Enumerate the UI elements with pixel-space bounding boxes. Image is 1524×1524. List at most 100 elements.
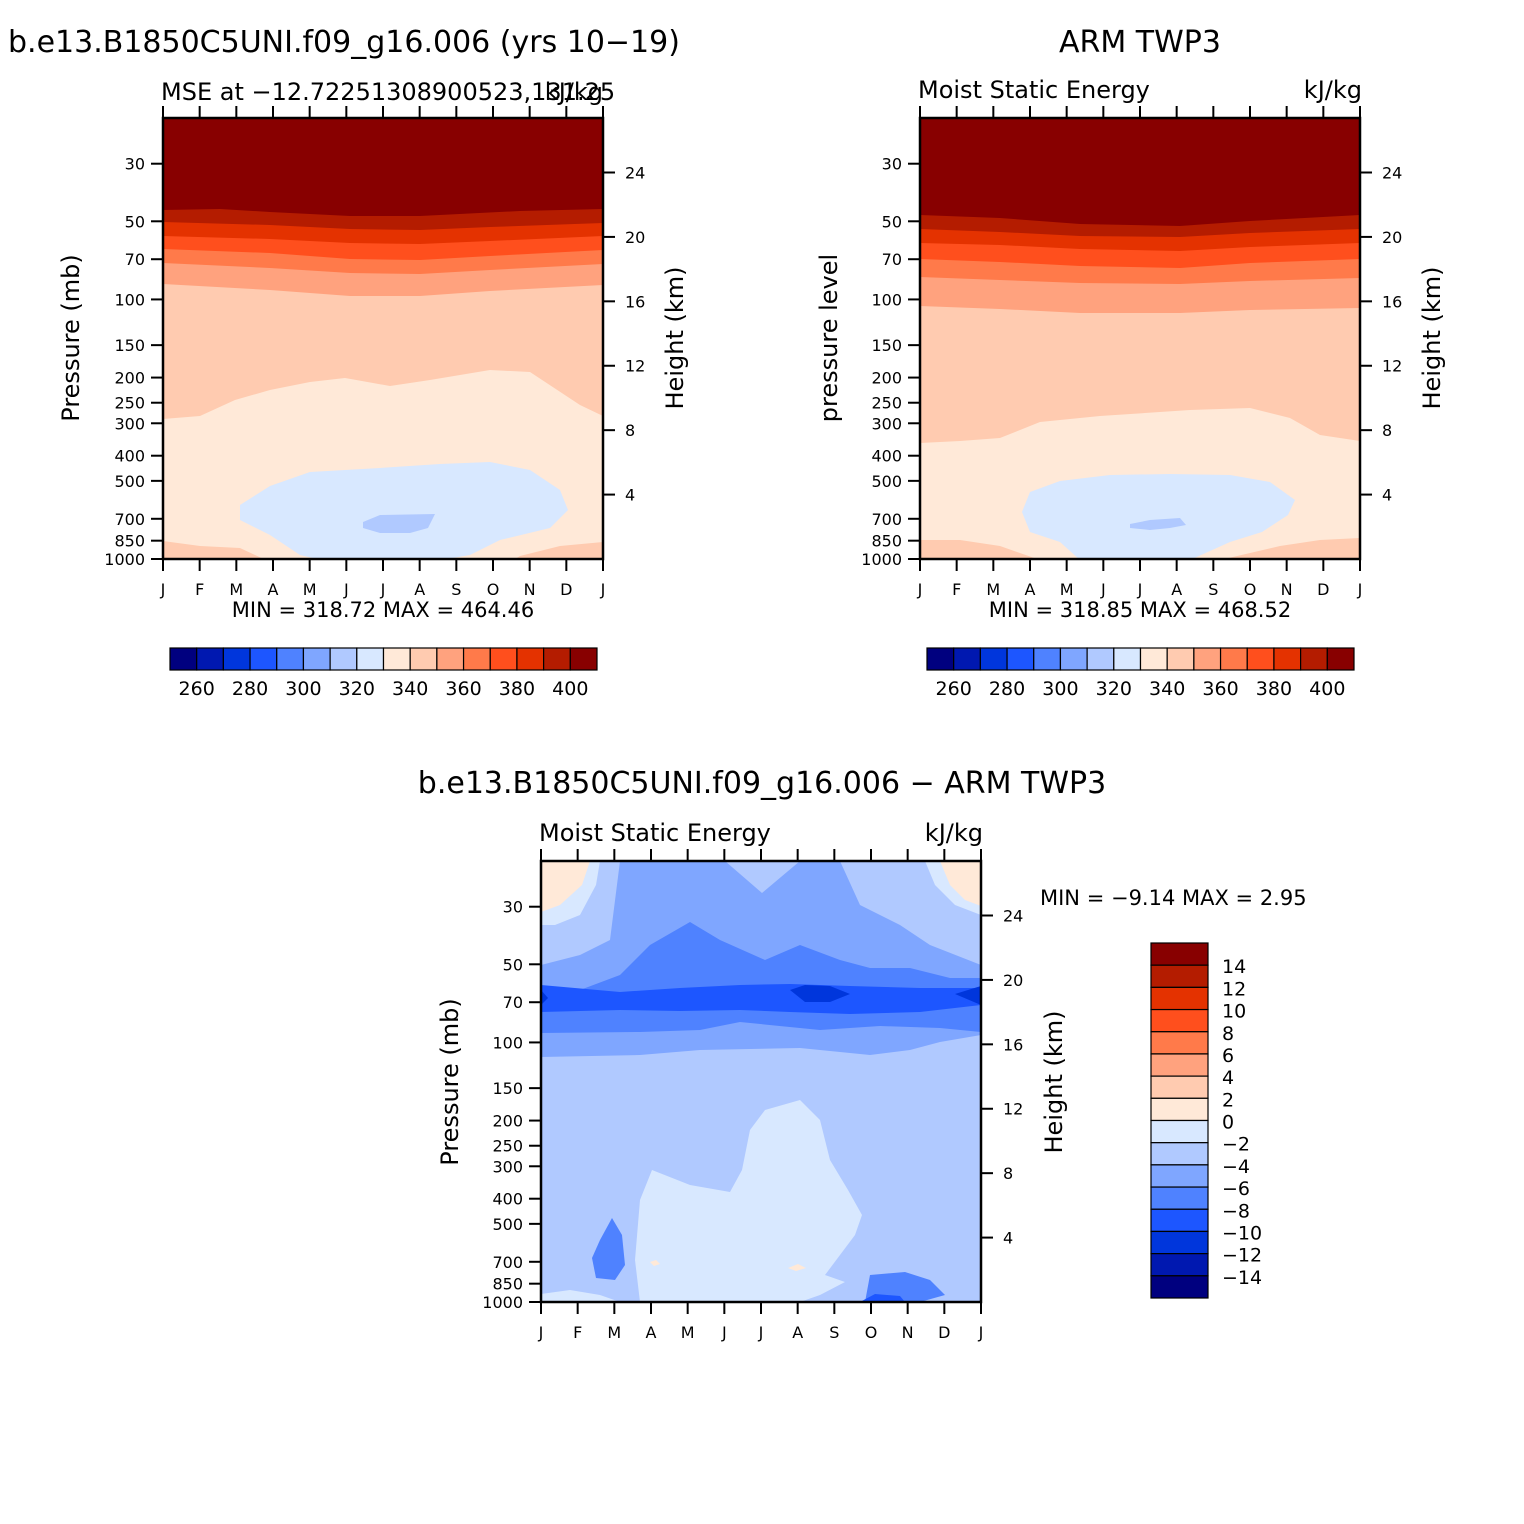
colorbar-swatch: [1150, 1075, 1209, 1099]
height-tick-label: 4: [625, 486, 635, 505]
month-tick-label: J: [1100, 580, 1106, 599]
colorbar-label: 260: [936, 678, 972, 700]
month-tick-label: D: [1317, 580, 1329, 599]
month-tick-label: D: [938, 1323, 950, 1342]
month-tick-label: M: [1060, 580, 1074, 599]
height-tick-label: 20: [1003, 971, 1023, 990]
colorbar-label: 12: [1222, 978, 1246, 1000]
month-tick-label: M: [607, 1323, 621, 1342]
colorbar-label: 340: [392, 678, 428, 700]
panel-c-fill-m8-m6-low: [592, 1218, 625, 1280]
month-tick-label: S: [451, 580, 461, 599]
panel-c-title: b.e13.B1850C5UNI.f09_g16.006 − ARM TWP3: [418, 766, 1106, 801]
colorbar-swatch: [1150, 986, 1209, 1011]
panel-a-ylabel-right: Height (km): [661, 267, 689, 410]
colorbar-swatch: [276, 647, 305, 671]
month-tick-label: A: [414, 580, 425, 599]
month-tick-label: J: [160, 580, 166, 599]
panel-b-colorbar: 260 280 300 320 340 360 380 400: [926, 647, 1355, 700]
month-tick-label: O: [1244, 580, 1257, 599]
colorbar-label: 320: [1096, 678, 1132, 700]
panel-b-fill-above-400: [920, 118, 1360, 226]
colorbar-swatch: [926, 647, 955, 671]
pressure-tick-label: 250: [114, 394, 145, 413]
panel-a-minmax: MIN = 318.72 MAX = 464.46: [232, 598, 534, 622]
panel-a-fill-320-330: [240, 462, 568, 559]
colorbar-swatch: [1150, 1186, 1209, 1210]
panel-a-colorbar: 260 280 300 320 340 360 380 400: [169, 647, 598, 700]
colorbar-swatch: [1059, 647, 1088, 671]
panel-c-fill-m2-0-mid: [635, 1100, 862, 1302]
panel-c-left-string: Moist Static Energy: [539, 819, 771, 847]
colorbar-swatch: [462, 647, 491, 671]
month-tick-label: O: [865, 1323, 878, 1342]
panel-a-ylabel: Pressure (mb): [57, 254, 85, 421]
colorbar-label: 360: [1202, 678, 1238, 700]
colorbar-label: 400: [552, 678, 588, 700]
panel-c-fill-m12-m10-c: [541, 990, 548, 1005]
panel-b-fill-310-320: [1130, 518, 1186, 530]
month-tick-label: J: [917, 580, 923, 599]
panel-c-fill-0-2-top-left: [541, 861, 590, 912]
colorbar-swatch: [1150, 1142, 1209, 1166]
height-tick-label: 24: [625, 163, 645, 182]
panel-c-fill-0-2-spot-a: [650, 1260, 660, 1266]
colorbar-label: 380: [1256, 678, 1292, 700]
height-tick-label: 8: [625, 421, 635, 440]
panel-b-fill-320-330: [1022, 474, 1295, 559]
panel-b-minmax: MIN = 318.85 MAX = 468.52: [989, 598, 1291, 622]
colorbar-swatch: [1273, 647, 1302, 671]
height-tick-label: 20: [1382, 228, 1402, 247]
colorbar-label: −14: [1222, 1267, 1262, 1289]
colorbar-swatch: [1219, 647, 1248, 671]
colorbar-swatch: [169, 647, 198, 671]
height-tick-label: 8: [1003, 1164, 1013, 1183]
month-tick-label: J: [1357, 580, 1363, 599]
colorbar-swatch: [1150, 1275, 1209, 1299]
colorbar-label: 0: [1222, 1112, 1234, 1134]
panel-a-fill-bl-340-350-b: [515, 542, 603, 559]
height-tick-label: 16: [625, 292, 645, 311]
colorbar-swatch: [1139, 647, 1168, 671]
panel-b-right-string: kJ/kg: [1304, 76, 1362, 104]
colorbar-swatch: [1150, 1230, 1209, 1255]
pressure-tick-label: 150: [114, 336, 145, 355]
height-tick-label: 12: [625, 357, 645, 376]
colorbar-label: −12: [1222, 1245, 1262, 1267]
colorbar-label: 4: [1222, 1067, 1234, 1089]
pressure-tick-label: 500: [492, 1215, 523, 1234]
pressure-tick-label: 1000: [861, 550, 902, 569]
colorbar-swatch: [1300, 647, 1328, 671]
colorbar-label: 300: [285, 678, 321, 700]
colorbar-swatch: [489, 647, 518, 671]
height-tick-label: 4: [1382, 486, 1392, 505]
month-tick-label: J: [1137, 580, 1143, 599]
colorbar-swatch: [1150, 1031, 1209, 1055]
panel-c-fill-m8-m6-bl: [865, 1272, 945, 1302]
month-tick-label: S: [829, 1323, 839, 1342]
colorbar-swatch: [1193, 647, 1222, 671]
colorbar-swatch: [1150, 1164, 1209, 1188]
pressure-tick-label: 250: [871, 394, 902, 413]
colorbar-swatch: [516, 647, 545, 671]
month-tick-label: A: [1025, 580, 1036, 599]
month-tick-label: F: [573, 1323, 582, 1342]
pressure-tick-label: 100: [114, 290, 145, 309]
pressure-tick-label: 100: [492, 1033, 523, 1052]
panel-c-fill-m10-m8: [541, 984, 981, 1014]
colorbar-label: 14: [1222, 956, 1246, 978]
colorbar-swatch: [1150, 1008, 1209, 1033]
month-tick-label: J: [721, 1323, 727, 1342]
colorbar-label: 8: [1222, 1023, 1234, 1045]
colorbar-label: 260: [179, 678, 215, 700]
colorbar-label: 10: [1222, 1001, 1246, 1023]
pressure-tick-label: 400: [492, 1190, 523, 1209]
panel-b: ARM TWP3 Moist Static Energy kJ/kg press…: [815, 25, 1446, 700]
panel-c-right-string: kJ/kg: [925, 819, 983, 847]
pressure-tick-label: 30: [503, 898, 523, 917]
colorbar-label: 280: [989, 678, 1025, 700]
colorbar-swatch: [1150, 1097, 1209, 1122]
